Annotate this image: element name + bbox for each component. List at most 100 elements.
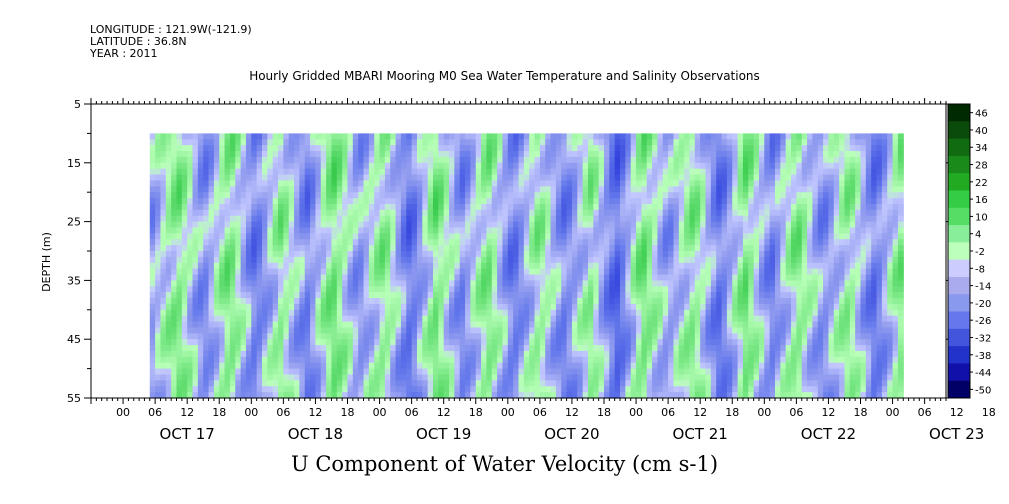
heatmap-cell (732, 268, 739, 276)
heatmap-cell (443, 321, 450, 329)
heatmap-cell (176, 368, 183, 376)
heatmap-cell (363, 245, 370, 252)
heatmap-cell (427, 321, 434, 329)
heatmap-cell (545, 221, 552, 229)
heatmap-cell (315, 251, 322, 258)
heatmap-cell (716, 327, 723, 334)
heatmap-cell (737, 292, 744, 299)
heatmap-cell (486, 180, 493, 187)
heatmap-cell (160, 339, 167, 346)
heatmap-cell (347, 339, 354, 346)
heatmap-cell (165, 221, 172, 229)
heatmap-cell (710, 362, 717, 370)
heatmap-cell (256, 133, 263, 140)
heatmap-cell (609, 356, 616, 364)
heatmap-cell (614, 380, 621, 387)
heatmap-cell (245, 251, 252, 258)
heatmap-cell (181, 374, 188, 381)
heatmap-cell (283, 327, 290, 334)
heatmap-cell (614, 339, 621, 346)
heatmap-cell (384, 280, 391, 287)
heatmap-cell (620, 174, 626, 182)
heatmap-cell (705, 327, 712, 334)
heatmap-cell (336, 333, 343, 340)
heatmap-cell (304, 186, 311, 193)
heatmap-cell (662, 350, 669, 358)
heatmap-cell (470, 139, 477, 146)
heatmap-cell (315, 321, 322, 329)
heatmap-cell (507, 327, 514, 334)
heatmap-cell (513, 280, 520, 287)
heatmap-cell (577, 356, 584, 364)
heatmap-cell (673, 209, 680, 217)
heatmap-cell (523, 327, 530, 334)
heatmap-cell (475, 262, 482, 270)
heatmap-cell (657, 151, 664, 158)
heatmap-cell (213, 215, 220, 223)
heatmap-cell (459, 233, 466, 240)
heatmap-cell (459, 386, 466, 393)
heatmap-cell (278, 327, 284, 334)
heatmap-cell (561, 156, 568, 164)
heatmap-cell (598, 168, 605, 176)
heatmap-cell (315, 262, 322, 270)
heatmap-cell (160, 227, 167, 234)
heatmap-cell (336, 292, 343, 299)
heatmap-cell (400, 333, 407, 340)
heatmap-cell (502, 362, 509, 370)
heatmap-cell (550, 321, 557, 329)
heatmap-cell (203, 350, 210, 358)
heatmap-cell (491, 156, 498, 164)
heatmap-cell (534, 209, 541, 217)
heatmap-cell (299, 321, 306, 329)
heatmap-cell (694, 392, 701, 399)
heatmap-cell (652, 221, 659, 229)
heatmap-cell (395, 345, 402, 352)
heatmap-cell (352, 186, 359, 193)
heatmap-cell (165, 209, 172, 217)
heatmap-cell (181, 286, 188, 293)
heatmap-cell (587, 145, 594, 152)
heatmap-cell (716, 262, 723, 270)
heatmap-cell (561, 280, 568, 287)
heatmap-cell (662, 392, 669, 399)
heatmap-cell (475, 274, 482, 281)
heatmap-cell (433, 233, 439, 240)
heatmap-cell (390, 168, 397, 176)
heatmap-cell (705, 356, 712, 364)
heatmap-cell (374, 374, 381, 381)
heatmap-cell (465, 233, 471, 240)
heatmap-cell (422, 327, 429, 334)
heatmap-cell (278, 345, 284, 352)
heatmap-cell (641, 245, 648, 252)
heatmap-cell (705, 380, 712, 387)
heatmap-cell (577, 215, 584, 223)
heatmap-cell (716, 180, 723, 187)
heatmap-cell (155, 262, 162, 270)
heatmap-cell (256, 192, 263, 199)
heatmap-cell (299, 168, 306, 176)
heatmap-cell (422, 303, 429, 311)
heatmap-cell (304, 180, 311, 187)
heatmap-cell (630, 251, 637, 258)
heatmap-cell (571, 292, 578, 299)
heatmap-cell (352, 268, 359, 276)
heatmap-cell (652, 333, 659, 340)
heatmap-cell (689, 339, 696, 346)
heatmap-cell (475, 227, 482, 234)
heatmap-cell (668, 321, 675, 329)
heatmap-cell (652, 362, 659, 370)
heatmap-cell (203, 274, 210, 281)
heatmap-cell (384, 392, 391, 399)
heatmap-cell (433, 156, 439, 164)
heatmap-cell (550, 139, 557, 146)
heatmap-cell (449, 192, 455, 199)
heatmap-cell (652, 327, 659, 334)
heatmap-cell (561, 356, 568, 364)
heatmap-cell (486, 292, 493, 299)
heatmap-cell (694, 321, 701, 329)
heatmap-cell (550, 345, 557, 352)
heatmap-cell (299, 133, 306, 140)
heatmap-cell (171, 262, 178, 270)
heatmap-cell (235, 333, 242, 340)
